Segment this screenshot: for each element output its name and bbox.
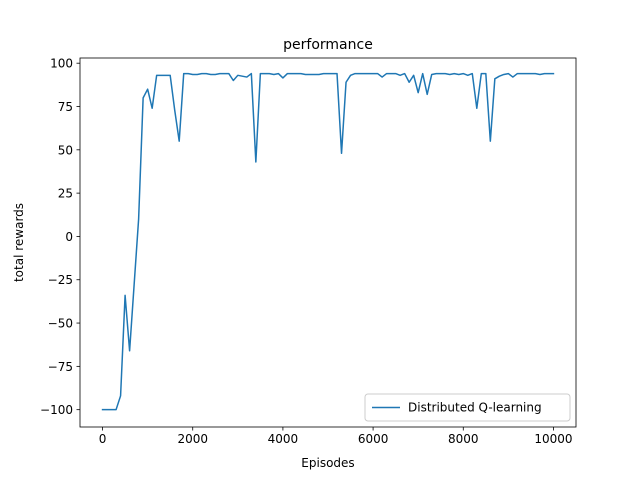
x-tick-label: 0 xyxy=(99,432,107,446)
legend: Distributed Q-learning xyxy=(364,393,571,422)
y-tick-label: −100 xyxy=(40,403,73,417)
series-line-0 xyxy=(101,72,555,411)
y-axis: −100 −75 −50 −25 0 25 50 75 100 xyxy=(40,57,80,417)
x-axis-title: Episodes xyxy=(301,456,354,470)
y-tick-label: 50 xyxy=(58,143,73,157)
y-tick-label: 0 xyxy=(65,230,73,244)
x-tick-label: 4000 xyxy=(268,432,299,446)
x-tick-label: 10000 xyxy=(534,432,572,446)
x-tick-label: 8000 xyxy=(448,432,479,446)
legend-label: Distributed Q-learning xyxy=(408,401,542,415)
chart-title: performance xyxy=(283,37,373,53)
x-axis: 0 2000 4000 6000 8000 10000 xyxy=(99,427,573,446)
y-tick-label: −75 xyxy=(48,360,73,374)
legend-box xyxy=(364,393,571,422)
y-tick-label: 75 xyxy=(58,100,73,114)
y-tick-label: 25 xyxy=(58,187,73,201)
x-tick-label: 6000 xyxy=(358,432,389,446)
y-tick-label: −50 xyxy=(48,317,73,331)
y-axis-title: total rewards xyxy=(12,203,26,282)
plot-area xyxy=(101,72,555,411)
y-tick-label: 100 xyxy=(50,57,73,71)
plot-frame xyxy=(79,57,577,428)
y-tick-label: −25 xyxy=(48,273,73,287)
x-tick-label: 2000 xyxy=(177,432,208,446)
